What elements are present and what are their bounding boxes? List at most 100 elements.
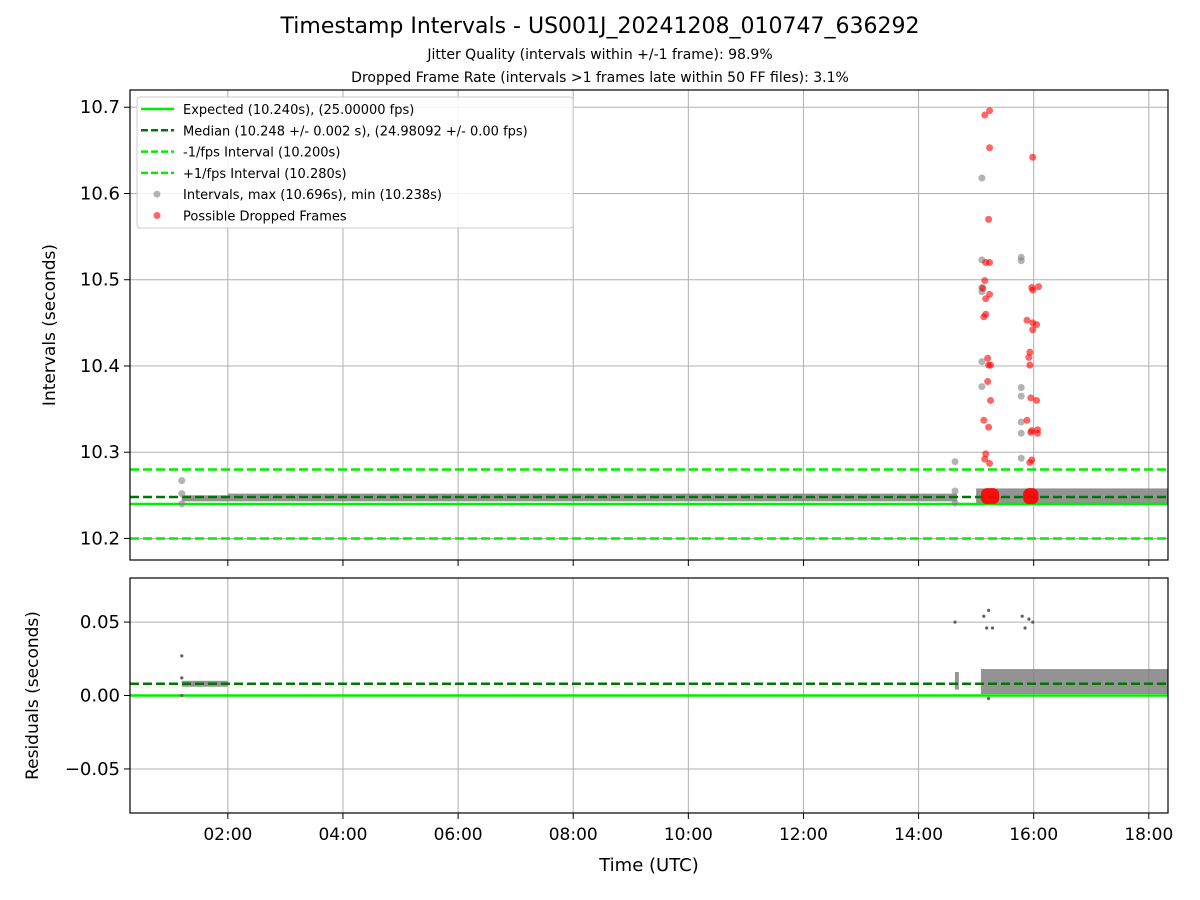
legend-entry: Expected (10.240s), (25.00000 fps) xyxy=(183,103,414,118)
interval-point xyxy=(978,383,986,391)
x-tick-label: 16:00 xyxy=(1009,825,1058,845)
y-tick-label: 10.2 xyxy=(80,528,120,549)
x-tick-label: 06:00 xyxy=(434,825,483,845)
legend-entry: -1/fps Interval (10.200s) xyxy=(183,146,340,161)
legend: Expected (10.240s), (25.00000 fps) Median… xyxy=(136,96,574,229)
dropped-point xyxy=(1034,283,1042,291)
residual-point xyxy=(953,620,957,624)
dropped-point xyxy=(981,111,989,119)
dropped-point xyxy=(1026,459,1034,467)
y-tick-label: −0.05 xyxy=(65,759,120,780)
dropped-point xyxy=(982,450,990,458)
legend-entry: Intervals, max (10.696s), min (10.238s) xyxy=(183,188,442,203)
y-tick-label: 10.7 xyxy=(80,97,120,118)
legend-box xyxy=(136,96,574,229)
interval-point xyxy=(978,174,986,182)
dropped-point xyxy=(1033,396,1041,404)
y-tick-label: 10.6 xyxy=(80,183,120,204)
dropped-point xyxy=(986,144,994,152)
dropped-cluster xyxy=(1023,488,1039,505)
residual-point xyxy=(180,654,184,658)
dropped-point xyxy=(1029,286,1037,294)
residual-point xyxy=(987,696,991,701)
dropped-point xyxy=(979,284,987,292)
dropped-point xyxy=(985,215,993,223)
residual-band xyxy=(955,672,959,690)
y-tick-label: 10.5 xyxy=(80,270,120,291)
legend-entry: Possible Dropped Frames xyxy=(183,210,347,225)
dropped-point xyxy=(1025,353,1033,361)
dropped-point xyxy=(1029,153,1037,161)
chart-subtitle-dropped: Dropped Frame Rate (intervals >1 frames … xyxy=(351,70,849,86)
x-tick-label: 10:00 xyxy=(664,825,713,845)
interval-point xyxy=(178,500,186,508)
dropped-point xyxy=(1027,428,1035,436)
chart-subtitle-jitter: Jitter Quality (intervals within +/-1 fr… xyxy=(427,47,773,63)
legend-marker xyxy=(153,190,161,198)
dropped-point xyxy=(984,354,992,362)
dropped-point xyxy=(984,377,992,385)
residual-point xyxy=(1023,626,1027,630)
legend-marker xyxy=(153,212,161,219)
y-axis-label: Intervals (seconds) xyxy=(40,244,60,406)
dropped-point xyxy=(985,423,993,431)
interval-point xyxy=(1017,257,1025,265)
dropped-point xyxy=(986,258,994,266)
x-tick-label: 02:00 xyxy=(203,825,252,845)
dropped-point xyxy=(1033,321,1041,329)
x-tick-label: 18:00 xyxy=(1124,825,1173,845)
interval-point xyxy=(1017,454,1025,462)
chart-title: Timestamp Intervals - US001J_20241208_01… xyxy=(280,14,920,39)
x-tick-label: 14:00 xyxy=(894,825,943,845)
y-axis-label: Residuals (seconds) xyxy=(23,611,43,780)
intervals-plot-area xyxy=(130,90,1168,560)
legend-entry: +1/fps Interval (10.280s) xyxy=(183,167,347,182)
dropped-point xyxy=(987,361,995,369)
residual-point xyxy=(1027,617,1031,621)
interval-point xyxy=(951,458,959,466)
y-tick-label: 0.00 xyxy=(80,686,120,707)
interval-point xyxy=(978,358,986,366)
dropped-point xyxy=(1026,361,1034,369)
residual-point xyxy=(987,608,991,612)
dropped-point xyxy=(980,313,988,321)
dropped-point xyxy=(987,396,995,404)
y-tick-label: 10.3 xyxy=(80,442,120,463)
dropped-point xyxy=(1034,429,1042,437)
dropped-point xyxy=(986,107,994,115)
dropped-point xyxy=(1027,394,1035,402)
residual-point xyxy=(990,626,995,630)
dropped-point xyxy=(986,459,994,467)
dropped-cluster xyxy=(980,488,1000,505)
interval-point xyxy=(951,499,959,507)
y-tick-label: 0.05 xyxy=(80,612,120,633)
interval-point xyxy=(1017,418,1025,426)
x-tick-label: 04:00 xyxy=(318,825,367,845)
dropped-point xyxy=(1023,416,1031,424)
legend-entry: Median (10.248 +/- 0.002 s), (24.98092 +… xyxy=(183,124,528,139)
residual-point xyxy=(180,693,184,698)
dropped-point xyxy=(1029,326,1037,334)
x-tick-label: 08:00 xyxy=(549,825,598,845)
residual-band xyxy=(181,680,228,687)
x-axis-label: Time (UTC) xyxy=(598,855,699,876)
interval-point xyxy=(1017,392,1025,400)
dropped-point xyxy=(980,416,988,424)
dropped-point xyxy=(981,455,989,463)
dropped-point xyxy=(1026,348,1034,356)
x-tick-label: 12:00 xyxy=(779,825,828,845)
intervals-plot-frame xyxy=(129,89,1169,561)
residual-point xyxy=(180,676,184,680)
interval-point xyxy=(1017,429,1025,437)
interval-point xyxy=(1017,384,1025,392)
residual-band xyxy=(980,669,1168,695)
y-tick-label: 10.4 xyxy=(80,356,120,377)
intervals-band xyxy=(181,495,228,502)
residual-point xyxy=(985,626,989,630)
interval-point xyxy=(951,487,959,495)
dropped-point xyxy=(982,295,990,303)
interval-point xyxy=(178,477,186,485)
dropped-point xyxy=(981,277,989,285)
